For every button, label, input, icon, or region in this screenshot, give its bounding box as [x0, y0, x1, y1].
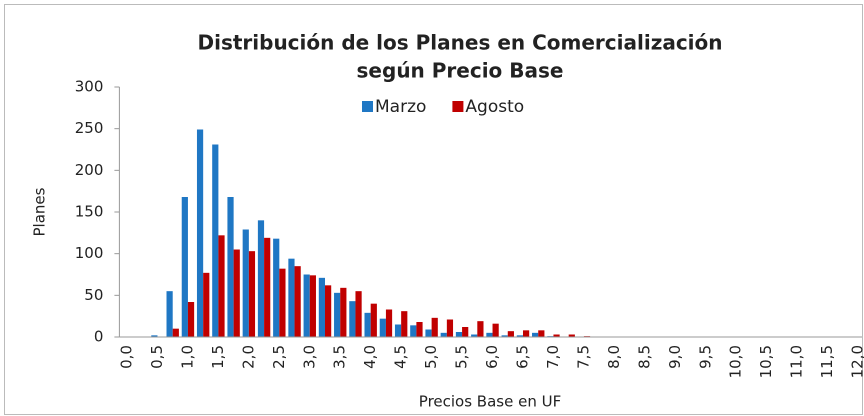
bar — [227, 197, 234, 337]
bar — [471, 334, 478, 337]
legend-label: Agosto — [465, 97, 524, 117]
x-tick-label: 6,0 — [483, 345, 501, 369]
bar — [355, 291, 362, 337]
bar — [410, 325, 417, 337]
chart-title: Distribución de los Planes en Comerciali… — [197, 31, 722, 55]
x-tick-label: 4,5 — [392, 345, 410, 369]
y-tick-label: 100 — [75, 244, 104, 262]
bar — [187, 302, 195, 337]
bar — [151, 335, 158, 337]
bar — [303, 274, 310, 337]
x-tick-label: 5,5 — [453, 345, 471, 369]
bar — [218, 235, 225, 337]
x-tick-label: 3,5 — [331, 345, 349, 369]
bar — [532, 332, 539, 337]
y-tick-label: 50 — [84, 286, 103, 304]
y-tick-label: 200 — [75, 161, 104, 179]
bar — [553, 334, 560, 337]
bar — [242, 229, 249, 337]
bar — [486, 332, 493, 337]
x-tick-label: 1,0 — [178, 345, 196, 369]
bar — [492, 323, 499, 337]
bar — [273, 238, 280, 337]
x-tick-label: 2,5 — [270, 345, 288, 369]
x-tick-label: 4,0 — [361, 345, 379, 369]
bar — [538, 330, 545, 337]
bar — [401, 311, 408, 337]
bar — [166, 291, 173, 337]
bar — [264, 237, 271, 337]
bar — [425, 329, 432, 337]
legend-swatch — [362, 101, 373, 112]
x-tick-label: 8,0 — [605, 345, 623, 369]
bar — [325, 285, 332, 337]
x-tick-label: 3,0 — [300, 345, 318, 369]
bar — [462, 327, 469, 337]
bar — [257, 220, 265, 337]
x-tick-label: 1,5 — [209, 345, 227, 369]
bar — [431, 317, 438, 337]
bar — [196, 129, 204, 337]
bar — [568, 334, 575, 337]
x-tick-label: 0,0 — [118, 345, 136, 369]
chart-title: según Precio Base — [357, 59, 564, 83]
bar — [379, 318, 386, 337]
x-tick-label: 10,0 — [727, 345, 745, 378]
x-tick-label: 7,5 — [574, 345, 592, 369]
bar — [522, 330, 530, 337]
bar — [507, 331, 514, 337]
x-tick-label: 11,0 — [788, 345, 806, 378]
x-tick-label: 9,0 — [666, 345, 684, 369]
x-axis-label: Precios Base en UF — [419, 393, 561, 411]
bar — [248, 251, 256, 337]
bar — [385, 309, 393, 337]
x-tick-label: 12,0 — [849, 345, 864, 378]
bar — [364, 312, 371, 337]
bar — [181, 197, 188, 337]
y-axis-label: Planes — [31, 187, 49, 236]
bar — [477, 321, 484, 337]
x-tick-label: 5,0 — [422, 345, 440, 369]
x-tick-label: 6,5 — [513, 345, 531, 369]
x-tick-label: 11,5 — [818, 345, 836, 378]
chart-border — [4, 4, 863, 415]
y-tick-label: 150 — [75, 203, 104, 221]
bar — [309, 275, 316, 337]
bar — [212, 144, 219, 337]
bar — [501, 335, 508, 337]
x-tick-label: 10,5 — [757, 345, 775, 378]
bar — [446, 319, 454, 337]
legend-label: Marzo — [375, 97, 426, 117]
bar — [203, 272, 210, 337]
bar — [288, 258, 295, 337]
bar — [516, 335, 523, 337]
x-tick-label: 2,0 — [239, 345, 257, 369]
bar — [334, 292, 341, 337]
bar — [455, 332, 463, 337]
bar — [440, 332, 447, 337]
bar — [318, 277, 326, 337]
bar — [394, 324, 402, 337]
y-tick-label: 250 — [75, 119, 104, 137]
bar — [340, 287, 347, 337]
bar — [370, 303, 377, 337]
y-tick-label: 300 — [75, 78, 104, 96]
bar — [233, 249, 240, 337]
x-tick-label: 8,5 — [635, 345, 653, 369]
bar — [416, 322, 423, 337]
bar — [294, 266, 301, 337]
x-tick-label: 7,0 — [544, 345, 562, 369]
bar — [172, 328, 179, 337]
x-tick-label: 9,5 — [696, 345, 714, 369]
bar — [279, 268, 286, 337]
y-tick-label: 0 — [94, 328, 104, 346]
bar — [349, 301, 356, 337]
x-tick-label: 0,5 — [148, 345, 166, 369]
legend-swatch — [452, 101, 464, 112]
